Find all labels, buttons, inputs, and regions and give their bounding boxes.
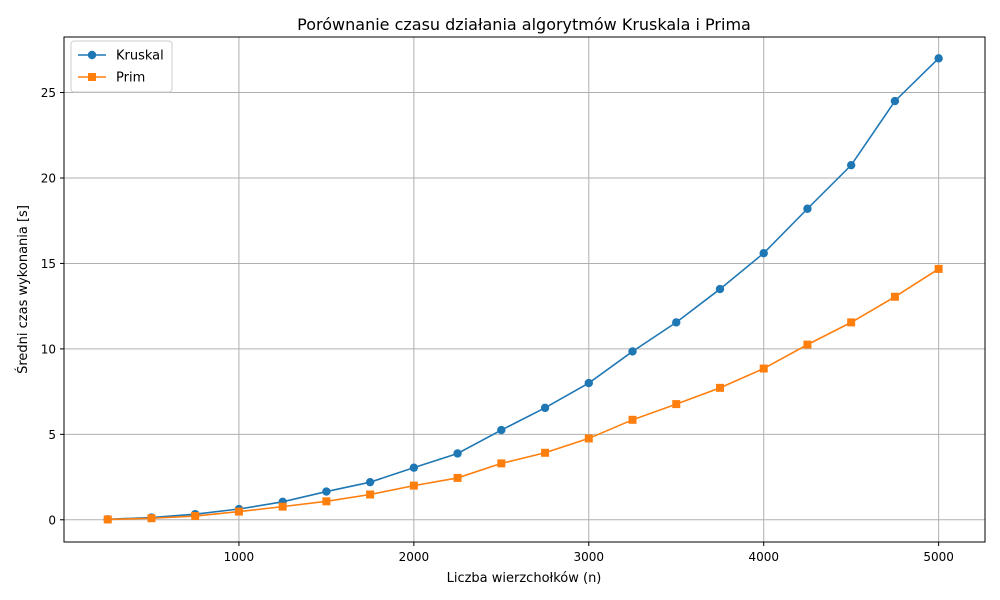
data-point-prim xyxy=(322,497,331,506)
data-point-kruskal xyxy=(409,463,419,472)
data-point-prim xyxy=(847,318,856,327)
legend: Kruskal Prim xyxy=(70,40,173,93)
data-point-kruskal xyxy=(365,477,375,487)
data-point-kruskal xyxy=(934,54,943,63)
data-point-prim xyxy=(278,502,287,511)
y-tick-label: 20 xyxy=(41,171,56,185)
data-point-prim xyxy=(890,292,899,301)
y-axis-label: Średni czas wykonania [s] xyxy=(15,205,31,374)
series-line-kruskal xyxy=(107,57,940,521)
data-point-prim xyxy=(628,415,637,424)
data-point-prim xyxy=(147,514,156,523)
x-tick-label: 5000 xyxy=(923,550,954,564)
y-tick-label: 15 xyxy=(41,257,56,271)
series-layer xyxy=(103,54,943,524)
legend-label-prim: Prim xyxy=(116,71,145,86)
legend-marker-prim xyxy=(88,73,96,81)
y-tick-label: 10 xyxy=(41,342,56,356)
data-point-prim xyxy=(541,448,550,457)
data-point-prim xyxy=(584,434,593,443)
data-point-kruskal xyxy=(759,248,768,258)
y-tick-label: 25 xyxy=(41,86,56,100)
data-point-prim xyxy=(103,515,112,524)
ticks: 1000 2000 3000 4000 5000 0 5 10 15 20 25 xyxy=(41,86,954,564)
y-tick-label: 0 xyxy=(48,513,56,527)
data-point-kruskal xyxy=(453,449,462,458)
data-point-kruskal xyxy=(846,160,856,170)
chart-title: Porównanie czasu działania algorytmów Kr… xyxy=(297,15,751,34)
x-axis-label: Liczba wierzchołków (n) xyxy=(447,571,602,586)
data-point-kruskal xyxy=(890,96,900,106)
series-prim xyxy=(103,264,943,524)
data-point-kruskal xyxy=(803,204,812,213)
data-point-prim xyxy=(234,507,243,516)
data-point-kruskal xyxy=(322,487,331,496)
x-tick-label: 4000 xyxy=(748,550,779,564)
data-point-kruskal xyxy=(540,403,550,413)
data-point-prim xyxy=(453,473,462,482)
data-point-kruskal xyxy=(584,378,593,388)
data-point-prim xyxy=(672,400,681,409)
data-point-kruskal xyxy=(628,347,637,356)
data-point-prim xyxy=(803,340,812,349)
y-tick-label: 5 xyxy=(48,428,56,442)
x-tick-label: 1000 xyxy=(224,550,255,564)
data-point-prim xyxy=(934,264,943,273)
grid xyxy=(64,37,985,542)
data-point-prim xyxy=(366,490,375,499)
legend-box xyxy=(70,40,173,93)
data-point-prim xyxy=(409,481,418,490)
x-tick-label: 2000 xyxy=(399,550,430,564)
data-point-kruskal xyxy=(715,284,725,294)
data-point-prim xyxy=(497,459,506,468)
data-point-kruskal xyxy=(497,425,506,435)
legend-marker-kruskal xyxy=(87,50,97,60)
series-line-prim xyxy=(107,268,940,521)
data-point-prim xyxy=(715,383,724,392)
data-point-prim xyxy=(191,512,200,521)
data-point-kruskal xyxy=(672,318,681,327)
data-point-prim xyxy=(759,364,768,373)
x-tick-label: 3000 xyxy=(574,550,605,564)
legend-label-kruskal: Kruskal xyxy=(116,49,164,64)
plot-frame xyxy=(63,36,986,543)
